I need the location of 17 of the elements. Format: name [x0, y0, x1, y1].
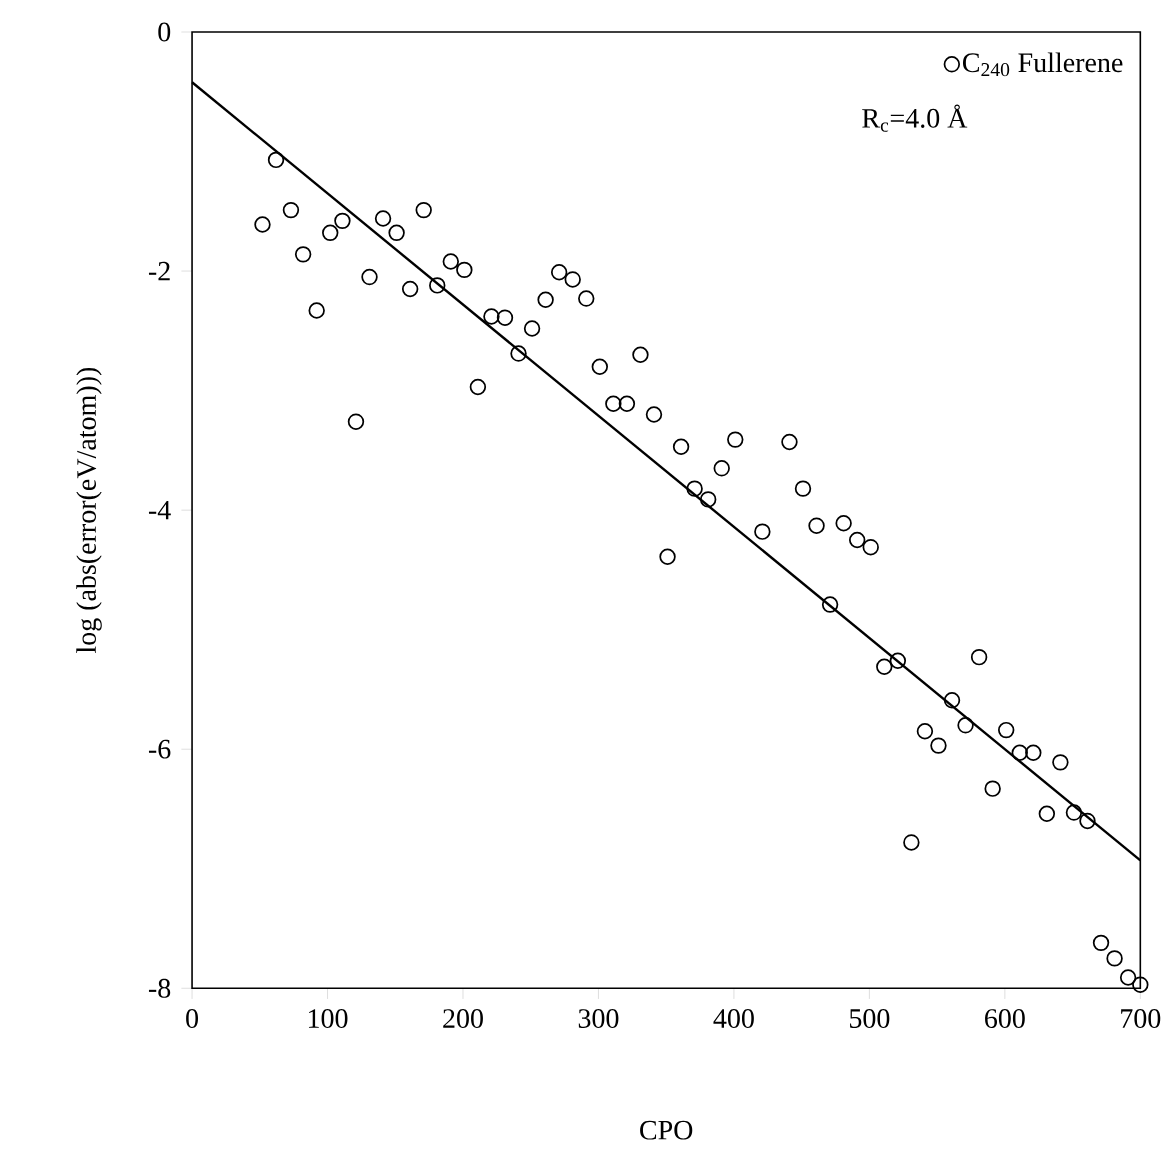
y-tick-label: -4 [148, 500, 171, 520]
y-axis-title: log (abs(error(eV/atom))) [76, 367, 102, 654]
x-tick-label: 600 [984, 1009, 1025, 1028]
x-tick-label: 100 [308, 1009, 348, 1028]
y-tick-label: -6 [148, 739, 171, 759]
y-tick-label: -2 [148, 261, 170, 281]
x-tick-label: 500 [849, 1009, 890, 1028]
y-tick-label: 0 [158, 22, 171, 42]
legend-label: C$_{240}$ Fullerene [962, 52, 1123, 77]
annotation: R$_{c}$=4.0 Å [862, 104, 968, 132]
x-tick-label: 700 [1120, 1009, 1161, 1028]
x-tick-label: 300 [578, 1009, 619, 1028]
x-tick-label: 400 [713, 1009, 754, 1028]
x-tick-label: 200 [443, 1009, 483, 1028]
y-tick-label: -8 [148, 978, 171, 998]
x-axis-title: CPO [639, 1120, 693, 1140]
x-tick-label: 0 [185, 1009, 198, 1028]
